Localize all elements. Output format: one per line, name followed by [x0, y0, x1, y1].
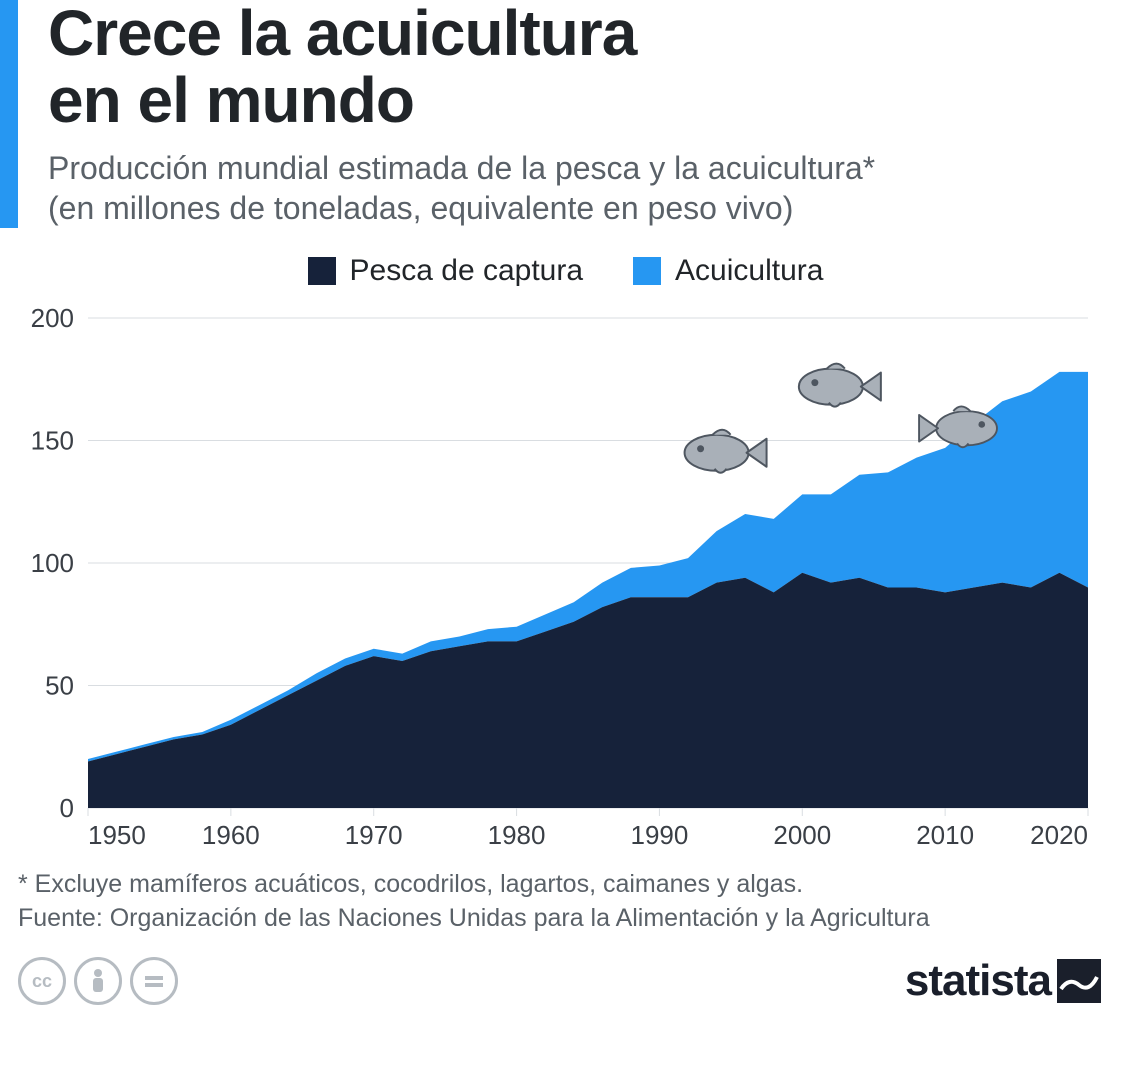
svg-text:1970: 1970	[345, 820, 403, 850]
legend-item-acuicultura: Acuicultura	[633, 254, 823, 288]
svg-text:2020: 2020	[1030, 820, 1088, 850]
footnote: * Excluye mamíferos acuáticos, cocodrilo…	[18, 868, 1101, 902]
chart-area: 0 50 100 150 200 1950 1960 1970 1980 1990 2000 2010…	[18, 298, 1101, 858]
svg-text:cc: cc	[32, 971, 52, 991]
legend: Pesca de captura Acuicultura	[0, 254, 1131, 288]
svg-text:100: 100	[31, 548, 74, 578]
brand-wave-icon	[1057, 959, 1101, 1003]
by-icon	[74, 957, 122, 1005]
brand-logo: statista	[905, 956, 1101, 1006]
bottom-row: cc statista	[0, 936, 1131, 1006]
subtitle-line-2: (en millones de toneladas, equivalente e…	[48, 190, 793, 226]
svg-text:0: 0	[60, 793, 74, 823]
svg-text:1980: 1980	[488, 820, 546, 850]
brand-text: statista	[905, 956, 1051, 1006]
header-text: Crece la acuicultura en el mundo Producc…	[18, 0, 875, 228]
svg-text:1960: 1960	[202, 820, 260, 850]
accent-bar	[0, 0, 18, 228]
source-line: Fuente: Organización de las Naciones Uni…	[18, 902, 1101, 936]
svg-text:50: 50	[45, 671, 74, 701]
svg-text:1990: 1990	[631, 820, 689, 850]
footer-notes: * Excluye mamíferos acuáticos, cocodrilo…	[0, 858, 1131, 936]
legend-swatch-acuicultura	[633, 257, 661, 285]
cc-license-icons: cc	[18, 957, 178, 1005]
svg-text:2000: 2000	[773, 820, 831, 850]
title-line-2: en el mundo	[48, 64, 414, 136]
svg-text:1950: 1950	[88, 820, 146, 850]
title-line-1: Crece la acuicultura	[48, 0, 636, 69]
cc-icon: cc	[18, 957, 66, 1005]
chart-subtitle: Producción mundial estimada de la pesca …	[48, 148, 875, 228]
fish-icon	[919, 407, 997, 448]
stacked-area-chart: 0 50 100 150 200 1950 1960 1970 1980 1990 2000 2010…	[18, 298, 1101, 858]
svg-text:2010: 2010	[916, 820, 974, 850]
svg-text:200: 200	[31, 303, 74, 333]
legend-item-pesca: Pesca de captura	[308, 254, 583, 288]
header: Crece la acuicultura en el mundo Producc…	[0, 0, 1131, 228]
chart-title: Crece la acuicultura en el mundo	[48, 0, 875, 134]
legend-label-pesca: Pesca de captura	[350, 254, 583, 288]
legend-label-acuicultura: Acuicultura	[675, 254, 823, 288]
fish-icon	[685, 430, 767, 473]
subtitle-line-1: Producción mundial estimada de la pesca …	[48, 150, 875, 186]
svg-text:150: 150	[31, 426, 74, 456]
fish-icon	[799, 364, 881, 407]
legend-swatch-pesca	[308, 257, 336, 285]
nd-icon	[130, 957, 178, 1005]
